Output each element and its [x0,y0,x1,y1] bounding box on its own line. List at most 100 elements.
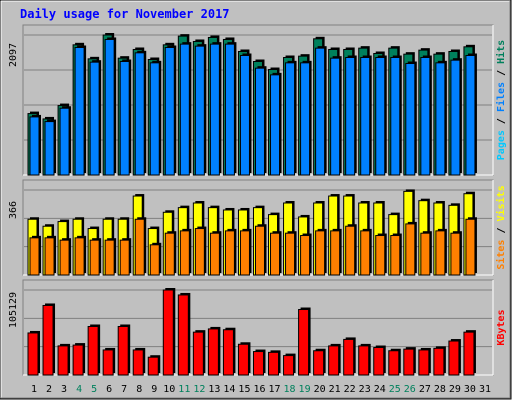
day-label: 4 [76,384,82,395]
files-bar-day-18 [285,60,297,176]
kbytes-bar-day-28-face [433,347,445,376]
files-bar-day-29 [450,58,462,176]
sites-bar-day-8-face [134,218,145,276]
files-bar-day-10-face [164,46,175,176]
kbytes-bar-day-17-face [268,351,280,376]
files-bar-day-29-face [450,59,461,176]
day-label: 1 [31,384,37,395]
files-bar-day-6-face [104,38,115,176]
kbytes-bar-day-22-face [343,338,355,376]
kbytes-bar-day-12-face [192,331,204,376]
sites-bar-day-7 [119,238,132,276]
day-label: 29 [449,384,461,395]
day-label: 11 [178,384,190,395]
kbytes-bar-day-12 [192,330,206,376]
sites-bar-day-25 [390,233,402,276]
sites-bar-day-28-face [435,230,446,276]
kbytes-bar-day-6 [102,347,116,376]
sites-bar-day-3 [59,238,72,276]
panel-top-legend: Pages / Files / Hits [495,40,507,160]
day-label: 2 [46,384,52,395]
files-bar-day-28-face [435,62,446,176]
kbytes-bar-day-10-face [162,289,174,376]
files-bar-day-27 [420,55,432,176]
kbytes-bar-day-9 [147,355,161,376]
files-bar-day-22-face [345,56,356,176]
legend-entry: Pages [496,130,507,160]
kbytes-bar-day-18 [283,353,296,376]
sites-bar-day-19-face [300,235,311,276]
files-bar-day-21-face [330,57,341,176]
day-label: 7 [121,384,127,395]
day-label: 22 [344,384,356,395]
files-bar-day-19 [300,60,312,176]
files-bar-day-9-face [149,62,160,176]
sites-bar-day-2-face [44,237,55,276]
chart-title: Daily usage for November 2017 [20,7,230,21]
kbytes-bar-day-27-face [418,349,430,376]
kbytes-bar-day-27 [418,347,431,376]
files-bar-day-17 [270,72,282,176]
files-bar-day-14 [224,42,237,176]
sites-bar-day-26 [405,221,417,276]
kbytes-bar-day-20-face [313,350,325,376]
day-label: 30 [464,384,476,395]
day-label: 3 [61,384,67,395]
files-bar-day-23 [360,55,372,176]
kbytes-bar-day-28 [433,346,446,376]
sites-bar-day-30-face [465,218,476,276]
sites-bar-day-16 [254,224,267,276]
panel-middle-legend: Sites / Visits [495,185,507,269]
kbytes-bar-day-6-face [102,349,114,376]
files-bar-day-27-face [420,56,431,176]
kbytes-bar-day-25-face [388,350,400,376]
sites-bar-day-1-face [29,237,40,276]
kbytes-bar-day-1-face [27,332,39,376]
files-bar-day-25-face [390,56,401,176]
kbytes-bar-day-25 [388,348,401,376]
kbytes-bar-day-30-face [463,331,475,376]
sites-bar-day-2 [44,235,57,276]
day-label: 15 [238,384,250,395]
sites-bar-day-25-face [390,235,401,276]
kbytes-bar-day-26-face [403,348,415,376]
files-bar-day-1-face [29,116,40,176]
sites-bar-day-15 [239,228,252,276]
day-label: 24 [374,384,386,395]
sites-bar-day-5 [89,238,102,276]
day-label: 12 [193,384,205,395]
sites-bar-day-11-face [179,230,190,276]
kbytes-bar-day-20 [313,348,326,376]
files-bar-day-20-face [315,47,326,176]
kbytes-bar-day-11 [177,292,191,376]
kbytes-bar-day-19-face [298,309,310,376]
legend-entry: Files [495,82,507,112]
files-bar-day-12 [194,44,207,176]
kbytes-bar-day-15-face [237,343,249,376]
files-bar-day-11 [179,42,192,176]
day-label: 6 [106,384,112,395]
kbytes-bar-day-18-face [283,355,295,376]
kbytes-bar-day-1 [27,330,40,376]
files-bar-day-15-face [239,54,250,176]
files-bar-day-12-face [194,45,205,176]
sites-bar-day-23-face [360,230,371,276]
kbytes-bar-day-7 [117,324,131,376]
files-bar-day-26-face [405,63,416,176]
sites-bar-day-4 [74,235,87,276]
day-label: 10 [163,384,175,395]
sites-bar-day-6 [104,238,117,276]
kbytes-bar-day-21 [328,343,341,376]
sites-bar-day-13-face [209,232,220,276]
files-bar-day-13 [209,42,222,176]
kbytes-bar-day-24-face [373,347,385,376]
sites-bar-day-17 [270,231,282,276]
kbytes-bar-day-2 [42,303,56,376]
files-bar-day-19-face [300,62,311,176]
panel-bottom-legend: KBytes [496,309,507,345]
sites-bar-day-13 [209,231,222,276]
files-bar-day-1 [29,114,41,176]
sites-bar-day-22-face [345,225,356,276]
legend-entry: / [496,221,507,239]
